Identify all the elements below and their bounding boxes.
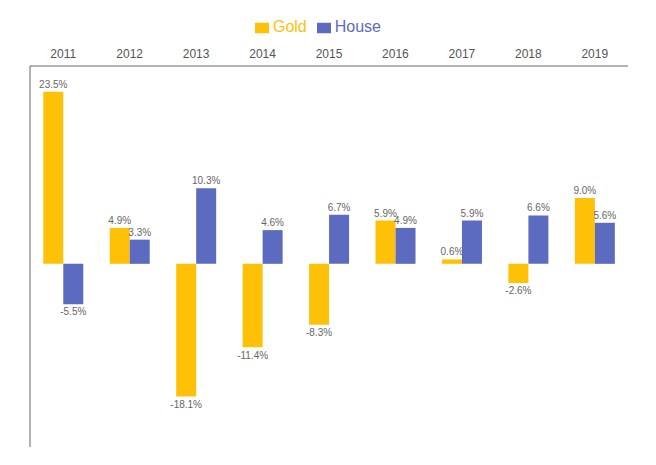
svg-text:0.6%: 0.6% xyxy=(441,246,464,257)
svg-text:-8.3%: -8.3% xyxy=(306,327,332,338)
svg-text:2013: 2013 xyxy=(183,47,210,61)
svg-text:5.9%: 5.9% xyxy=(374,207,397,219)
svg-text:-18.1%: -18.1% xyxy=(170,399,202,410)
svg-text:-2.6%: -2.6% xyxy=(505,285,531,296)
svg-text:2019: 2019 xyxy=(581,47,608,61)
svg-text:4.9%: 4.9% xyxy=(108,215,131,226)
html-text:Gold: Gold xyxy=(273,18,307,35)
svg-text:-5.5%: -5.5% xyxy=(60,306,86,317)
svg-text:2017: 2017 xyxy=(449,47,476,61)
svg-text:10.3%: 10.3% xyxy=(192,175,220,186)
svg-text:2015: 2015 xyxy=(316,47,343,61)
svg-text:2011: 2011 xyxy=(50,47,76,61)
svg-text:2012: 2012 xyxy=(116,47,143,61)
svg-text:6.6%: 6.6% xyxy=(527,202,550,213)
svg-text:6.7%: 6.7% xyxy=(328,202,351,213)
svg-text:2016: 2016 xyxy=(382,47,409,61)
svg-text:23.5%: 23.5% xyxy=(39,79,67,90)
svg-text:9.0%: 9.0% xyxy=(573,185,596,196)
svg-text:-11.4%: -11.4% xyxy=(237,350,268,361)
svg-text:2018: 2018 xyxy=(515,47,542,61)
svg-text:4.9%: 4.9% xyxy=(394,215,417,226)
svg-text:4.6%: 4.6% xyxy=(261,217,284,228)
svg-text:5.9%: 5.9% xyxy=(461,208,484,219)
svg-text:5.6%: 5.6% xyxy=(593,210,616,221)
html-text:House: House xyxy=(334,18,381,35)
svg-text:2014: 2014 xyxy=(249,47,276,61)
svg-text:3.3%: 3.3% xyxy=(128,227,151,238)
